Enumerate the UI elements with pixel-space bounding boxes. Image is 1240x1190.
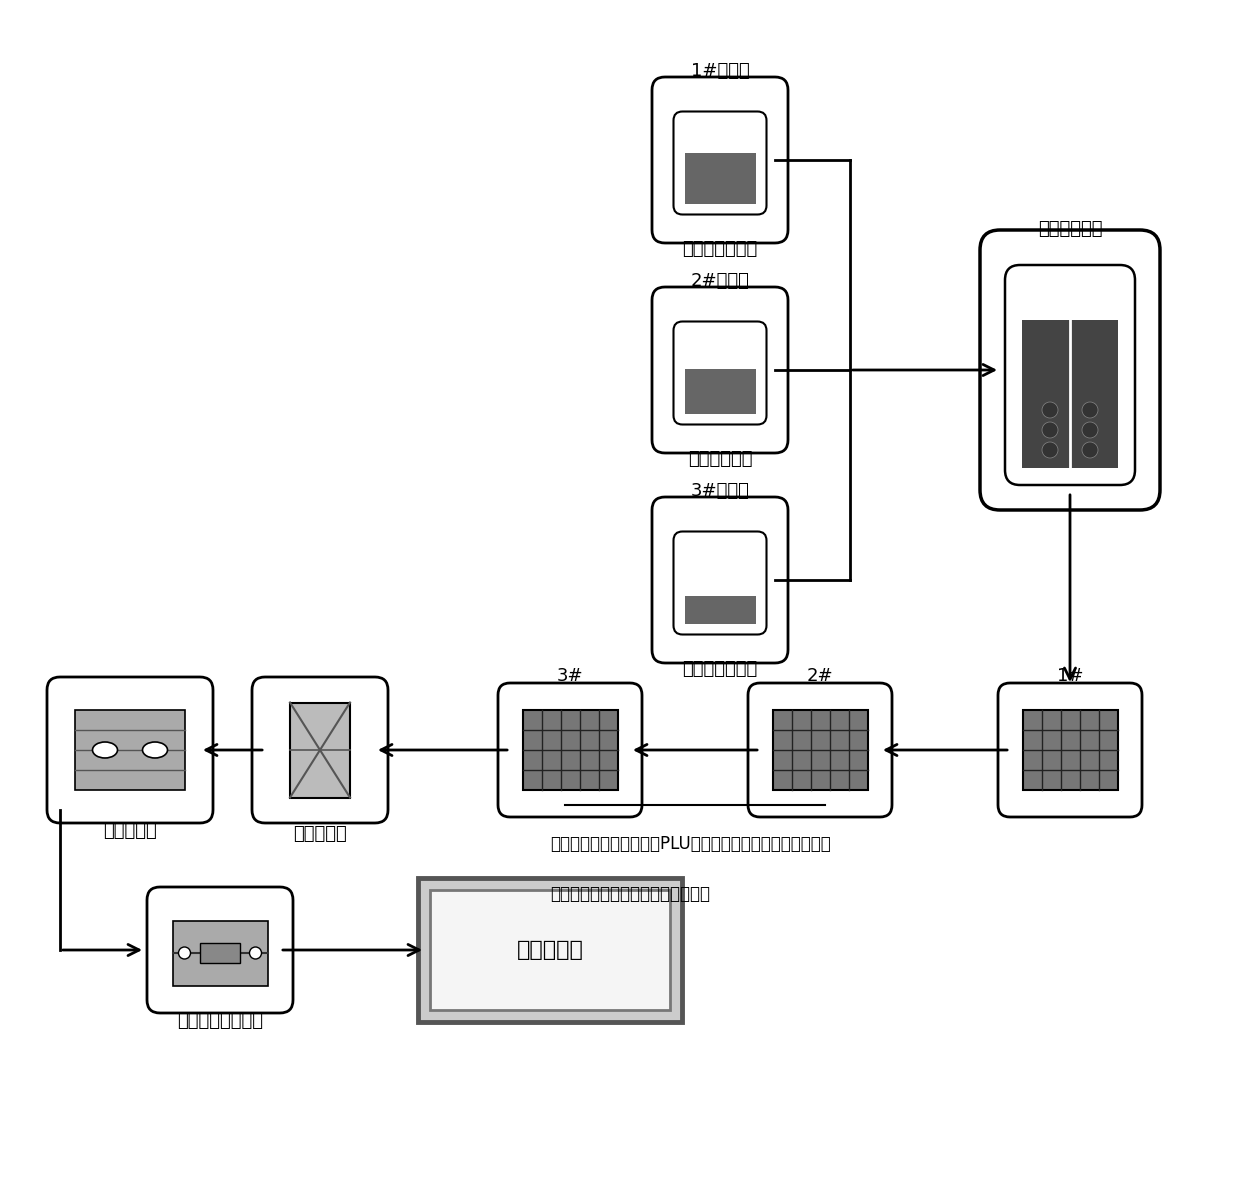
FancyBboxPatch shape — [498, 683, 642, 818]
FancyBboxPatch shape — [684, 369, 755, 413]
Circle shape — [1083, 422, 1097, 438]
Text: 3#预储罐: 3#预储罐 — [691, 482, 749, 500]
Bar — [74, 710, 185, 790]
FancyBboxPatch shape — [980, 230, 1159, 511]
Circle shape — [249, 947, 262, 959]
FancyBboxPatch shape — [652, 287, 787, 453]
Ellipse shape — [93, 743, 118, 758]
Circle shape — [1042, 441, 1058, 458]
Bar — [1022, 320, 1118, 468]
Circle shape — [179, 947, 191, 959]
Circle shape — [1042, 422, 1058, 438]
Text: 低速搀混合罐: 低速搀混合罐 — [1038, 220, 1102, 238]
FancyBboxPatch shape — [684, 152, 755, 203]
Bar — [430, 890, 670, 1010]
Text: 钓基钓乳液: 钓基钓乳液 — [293, 825, 347, 843]
FancyBboxPatch shape — [673, 532, 766, 634]
Text: 固化、干燥: 固化、干燥 — [103, 822, 157, 840]
Bar — [290, 702, 350, 797]
Bar — [1023, 710, 1117, 790]
Bar — [522, 710, 618, 790]
Text: （三级串联高速磨机采用PLU控制系统，控时、控速、控温、: （三级串联高速磨机采用PLU控制系统，控时、控速、控温、 — [551, 835, 831, 853]
Bar — [172, 921, 268, 985]
Text: 电荷、机械力化学作用下表面反应）: 电荷、机械力化学作用下表面反应） — [551, 885, 711, 903]
Text: 钓白粉、软水: 钓白粉、软水 — [688, 450, 753, 468]
Text: 2#预储罐: 2#预储罐 — [691, 273, 749, 290]
FancyBboxPatch shape — [47, 677, 213, 823]
Ellipse shape — [143, 743, 167, 758]
Bar — [200, 942, 241, 963]
FancyBboxPatch shape — [148, 887, 293, 1013]
Text: 钓基钓白粉: 钓基钓白粉 — [517, 940, 584, 960]
Text: 分散剖、包膜剖: 分散剖、包膜剖 — [682, 660, 758, 678]
Circle shape — [1042, 402, 1058, 418]
Circle shape — [1083, 441, 1097, 458]
FancyBboxPatch shape — [1004, 265, 1135, 486]
Text: 研磨、改性、修复: 研磨、改性、修复 — [177, 1012, 263, 1031]
Bar — [773, 710, 868, 790]
FancyBboxPatch shape — [252, 677, 388, 823]
FancyBboxPatch shape — [652, 497, 787, 663]
Circle shape — [1083, 402, 1097, 418]
Bar — [418, 878, 682, 1022]
Text: 1#预储罐: 1#预储罐 — [691, 62, 749, 80]
Text: 3#: 3# — [557, 668, 583, 685]
FancyBboxPatch shape — [652, 77, 787, 243]
FancyBboxPatch shape — [673, 321, 766, 425]
FancyBboxPatch shape — [748, 683, 892, 818]
FancyBboxPatch shape — [998, 683, 1142, 818]
Text: 超细粉体、软水: 超细粉体、软水 — [682, 240, 758, 258]
Text: 1#: 1# — [1056, 668, 1084, 685]
Text: 2#: 2# — [807, 668, 833, 685]
FancyBboxPatch shape — [684, 596, 755, 624]
FancyBboxPatch shape — [673, 112, 766, 214]
